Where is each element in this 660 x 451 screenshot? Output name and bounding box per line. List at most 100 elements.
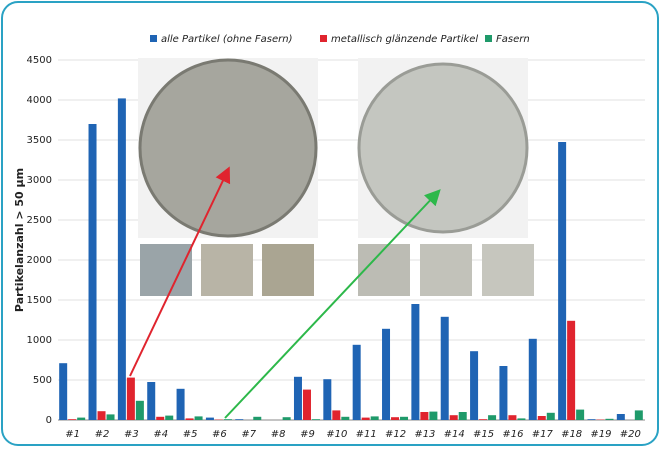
bar bbox=[107, 414, 115, 420]
bar bbox=[420, 412, 428, 420]
x-tick-label: #9 bbox=[300, 429, 315, 440]
x-tick-label: #18 bbox=[561, 429, 582, 440]
bar bbox=[332, 410, 340, 420]
bar bbox=[177, 389, 185, 420]
bar bbox=[576, 410, 584, 420]
y-tick-label: 2500 bbox=[27, 215, 52, 226]
bar bbox=[529, 339, 537, 420]
thumbnail bbox=[482, 244, 534, 296]
x-tick-label: #11 bbox=[356, 429, 377, 440]
bar bbox=[508, 415, 516, 420]
x-tick-label: #17 bbox=[532, 429, 554, 440]
bar bbox=[391, 417, 399, 420]
x-tick-label: #8 bbox=[271, 429, 286, 440]
x-tick-label: #16 bbox=[502, 429, 523, 440]
x-tick-label: #20 bbox=[620, 429, 641, 440]
bar bbox=[547, 413, 555, 420]
x-tick-label: #1 bbox=[65, 429, 80, 440]
bar bbox=[165, 416, 173, 420]
bar bbox=[312, 419, 320, 420]
x-tick-label: #7 bbox=[241, 429, 256, 440]
bar bbox=[441, 317, 449, 420]
legend: alle Partikel (ohne Fasern) metallisch gl… bbox=[150, 34, 530, 45]
thumbnail bbox=[201, 244, 253, 296]
bar bbox=[253, 417, 261, 420]
bar bbox=[283, 417, 291, 420]
legend-label: metallisch glänzende Partikel bbox=[331, 34, 478, 45]
bar bbox=[635, 410, 643, 420]
legend-swatch bbox=[150, 35, 157, 42]
bar bbox=[186, 418, 194, 420]
x-tick-label: #14 bbox=[444, 429, 465, 440]
x-tick-label: #2 bbox=[95, 429, 110, 440]
y-tick-label: 1500 bbox=[27, 295, 52, 306]
bar bbox=[195, 416, 203, 420]
bar bbox=[303, 390, 311, 420]
y-tick-label: 500 bbox=[33, 375, 52, 386]
bar bbox=[371, 416, 379, 420]
bar bbox=[118, 98, 126, 420]
bar bbox=[517, 418, 525, 420]
bar bbox=[362, 418, 370, 420]
bar bbox=[617, 414, 625, 420]
bar bbox=[89, 124, 97, 420]
bar bbox=[206, 418, 214, 420]
legend-swatch bbox=[320, 35, 327, 42]
x-tick-label: #19 bbox=[590, 429, 611, 440]
bar bbox=[353, 345, 361, 420]
bar bbox=[400, 417, 408, 420]
bar bbox=[294, 377, 302, 420]
x-tick-label: #15 bbox=[473, 429, 494, 440]
y-axis-label: Partikelanzahl > 50 µm bbox=[13, 168, 26, 312]
bar bbox=[479, 419, 487, 420]
legend-label: alle Partikel (ohne Fasern) bbox=[161, 34, 293, 45]
y-tick-label: 3500 bbox=[27, 135, 52, 146]
bar bbox=[77, 418, 85, 420]
y-tick-label: 0 bbox=[46, 415, 52, 426]
x-tick-label: #4 bbox=[153, 429, 168, 440]
filter-photo bbox=[140, 60, 316, 236]
bar bbox=[587, 419, 595, 420]
bar bbox=[429, 412, 437, 420]
bar bbox=[459, 412, 467, 420]
bar bbox=[68, 419, 76, 420]
bar bbox=[499, 366, 507, 420]
y-tick-label: 4000 bbox=[27, 95, 52, 106]
x-tick-label: #3 bbox=[124, 429, 139, 440]
x-tick-label: #5 bbox=[183, 429, 198, 440]
bar bbox=[538, 416, 546, 420]
thumbnail bbox=[140, 244, 192, 296]
x-tick-label: #12 bbox=[385, 429, 406, 440]
x-tick-label: #13 bbox=[414, 429, 435, 440]
bar bbox=[147, 382, 155, 420]
bar bbox=[59, 363, 67, 420]
bar bbox=[558, 142, 566, 420]
bar bbox=[127, 378, 135, 420]
y-tick-label: 1000 bbox=[27, 335, 52, 346]
bar bbox=[98, 411, 106, 420]
bar bbox=[136, 401, 144, 420]
bar bbox=[605, 419, 613, 420]
bar bbox=[567, 321, 575, 420]
bar bbox=[450, 415, 458, 420]
bar bbox=[470, 351, 478, 420]
y-tick-label: 3000 bbox=[27, 175, 52, 186]
x-tick-label: #6 bbox=[212, 429, 227, 440]
bar bbox=[341, 417, 349, 420]
legend-swatch bbox=[485, 35, 492, 42]
bar bbox=[235, 419, 243, 420]
y-tick-label: 4500 bbox=[27, 55, 52, 66]
thumbnail bbox=[262, 244, 314, 296]
bar bbox=[323, 379, 331, 420]
bar bbox=[382, 329, 390, 420]
bar bbox=[411, 304, 419, 420]
bar bbox=[156, 417, 164, 420]
thumbnail bbox=[420, 244, 472, 296]
bar bbox=[488, 415, 496, 420]
bar bbox=[224, 419, 232, 420]
legend-label: Fasern bbox=[496, 34, 530, 45]
x-tick-label: #10 bbox=[326, 429, 347, 440]
filter-photo bbox=[359, 64, 527, 232]
y-tick-label: 2000 bbox=[27, 255, 52, 266]
